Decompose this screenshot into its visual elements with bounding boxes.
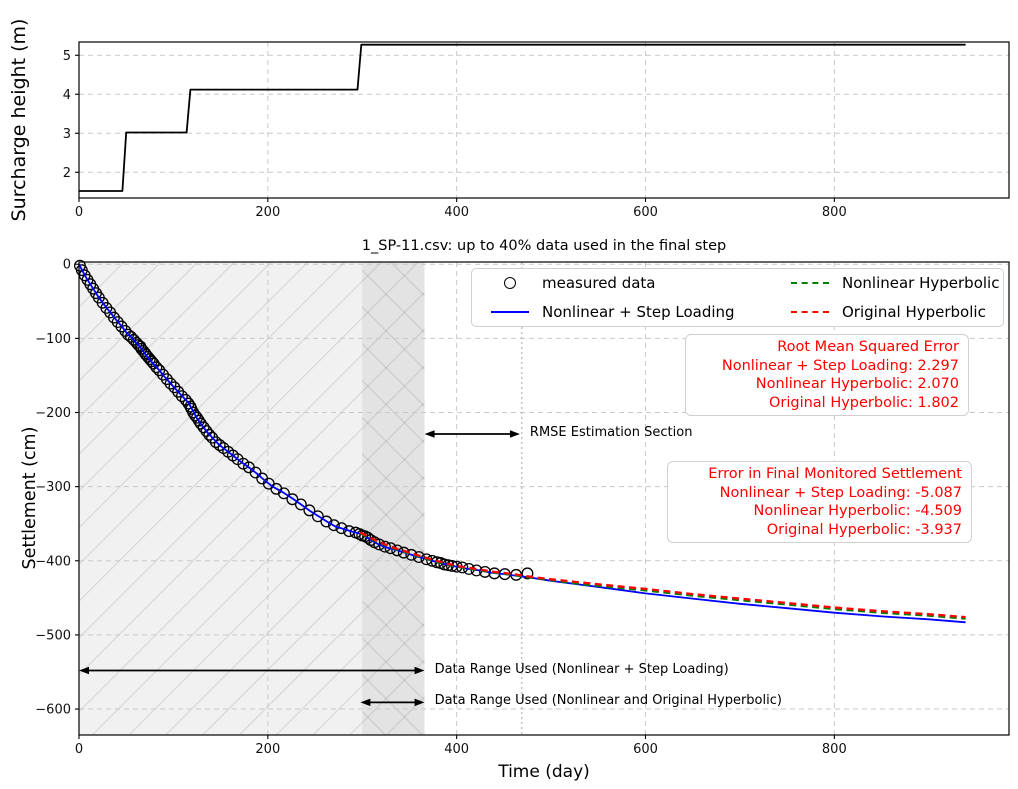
x-tick-label: 200: [255, 742, 280, 757]
y-tick-label: −500: [35, 628, 71, 643]
axes-0: 0 200 400 600 800 2 3 4 5: [63, 41, 1010, 220]
x-tick-label: 0: [75, 205, 83, 220]
x-tick-label: 800: [822, 205, 847, 220]
annotation-label-2: Data Range Used (Nonlinear and Original …: [434, 693, 782, 709]
legend-label: Original Hyperbolic: [842, 302, 986, 321]
rmse-box-line: Root Mean Squared Error: [777, 339, 959, 355]
legend-item: measured data: [472, 274, 772, 292]
x-tick-label: 400: [444, 742, 469, 757]
surcharge-axis-label: Surcharge height (m): [8, 18, 30, 222]
legend-label: Nonlinear + Step Loading: [542, 302, 735, 321]
annotation-label-0: RMSE Estimation Section: [529, 425, 693, 440]
y-tick-label: 2: [63, 166, 71, 181]
settlement-axis-label: Settlement (cm): [20, 426, 40, 570]
line-marker-icon: [490, 310, 530, 313]
x-tick-label: 200: [255, 205, 280, 220]
y-tick-label: −100: [35, 332, 71, 347]
y-tick-label: 0: [63, 258, 71, 273]
series-nonlinear-hyperbolic: [359, 532, 966, 620]
line-marker-icon: [790, 282, 830, 285]
rmse-box-line: Nonlinear Hyperbolic: 2.070: [755, 376, 959, 392]
series-nonlinear-step-loading: [78, 263, 966, 624]
x-tick-label: 0: [75, 742, 83, 757]
series-surcharge-height: [79, 43, 966, 192]
time-axis-label: Time (day): [498, 762, 590, 782]
y-tick-label: −200: [35, 406, 71, 421]
y-tick-label: 4: [63, 88, 71, 103]
legend-item: Nonlinear Hyperbolic: [772, 274, 1003, 292]
rmse-box-line: Nonlinear + Step Loading: 2.297: [721, 357, 959, 374]
x-tick-label: 600: [633, 205, 658, 220]
annotation-label-1: Data Range Used (Nonlinear + Step Loadin…: [434, 661, 729, 677]
legend-label: measured data: [542, 274, 656, 293]
x-tick-label: 600: [633, 742, 658, 757]
axes-1: 0 200 400 600 800 0 −100 −200 −300 −400 −500 −600: [35, 258, 1010, 757]
final-error-box-line: Original Hyperbolic: -3.937: [766, 521, 962, 538]
rmse-box-line: Original Hyperbolic: 1.802: [768, 394, 959, 411]
y-tick-label: −300: [35, 480, 71, 495]
chart-title: 1_SP-11.csv: up to 40% data used in the …: [361, 238, 727, 254]
legend-item: Original Hyperbolic: [772, 303, 1003, 321]
y-tick-label: −400: [35, 554, 71, 569]
final-error-box-line: Nonlinear Hyperbolic: -4.509: [753, 503, 962, 519]
series-original-hyperbolic: [359, 531, 966, 619]
legend: measured data Nonlinear + Step Loading Non…: [471, 268, 1004, 327]
y-tick-label: 3: [63, 127, 71, 142]
annotation-arrow-2: [360, 698, 425, 707]
circle-marker-icon: [490, 277, 530, 290]
x-tick-label: 400: [444, 205, 469, 220]
final-error-box-line: Nonlinear + Step Loading: -5.087: [719, 484, 962, 501]
rmse-box: Root Mean Squared Error Nonlinear + Step …: [685, 334, 969, 416]
final-error-box-line: Error in Final Monitored Settlement: [708, 466, 962, 482]
final-error-box: Error in Final Monitored Settlement Nonli…: [667, 461, 972, 543]
y-tick-label: 5: [63, 49, 71, 64]
legend-label: Nonlinear Hyperbolic: [842, 274, 1000, 293]
line-marker-icon: [790, 310, 830, 313]
x-tick-label: 800: [822, 742, 847, 757]
annotation-arrow-1: [79, 666, 425, 675]
y-tick-label: −600: [35, 703, 71, 718]
legend-item: Nonlinear + Step Loading: [472, 303, 772, 321]
annotation-arrow-0: [424, 430, 520, 438]
